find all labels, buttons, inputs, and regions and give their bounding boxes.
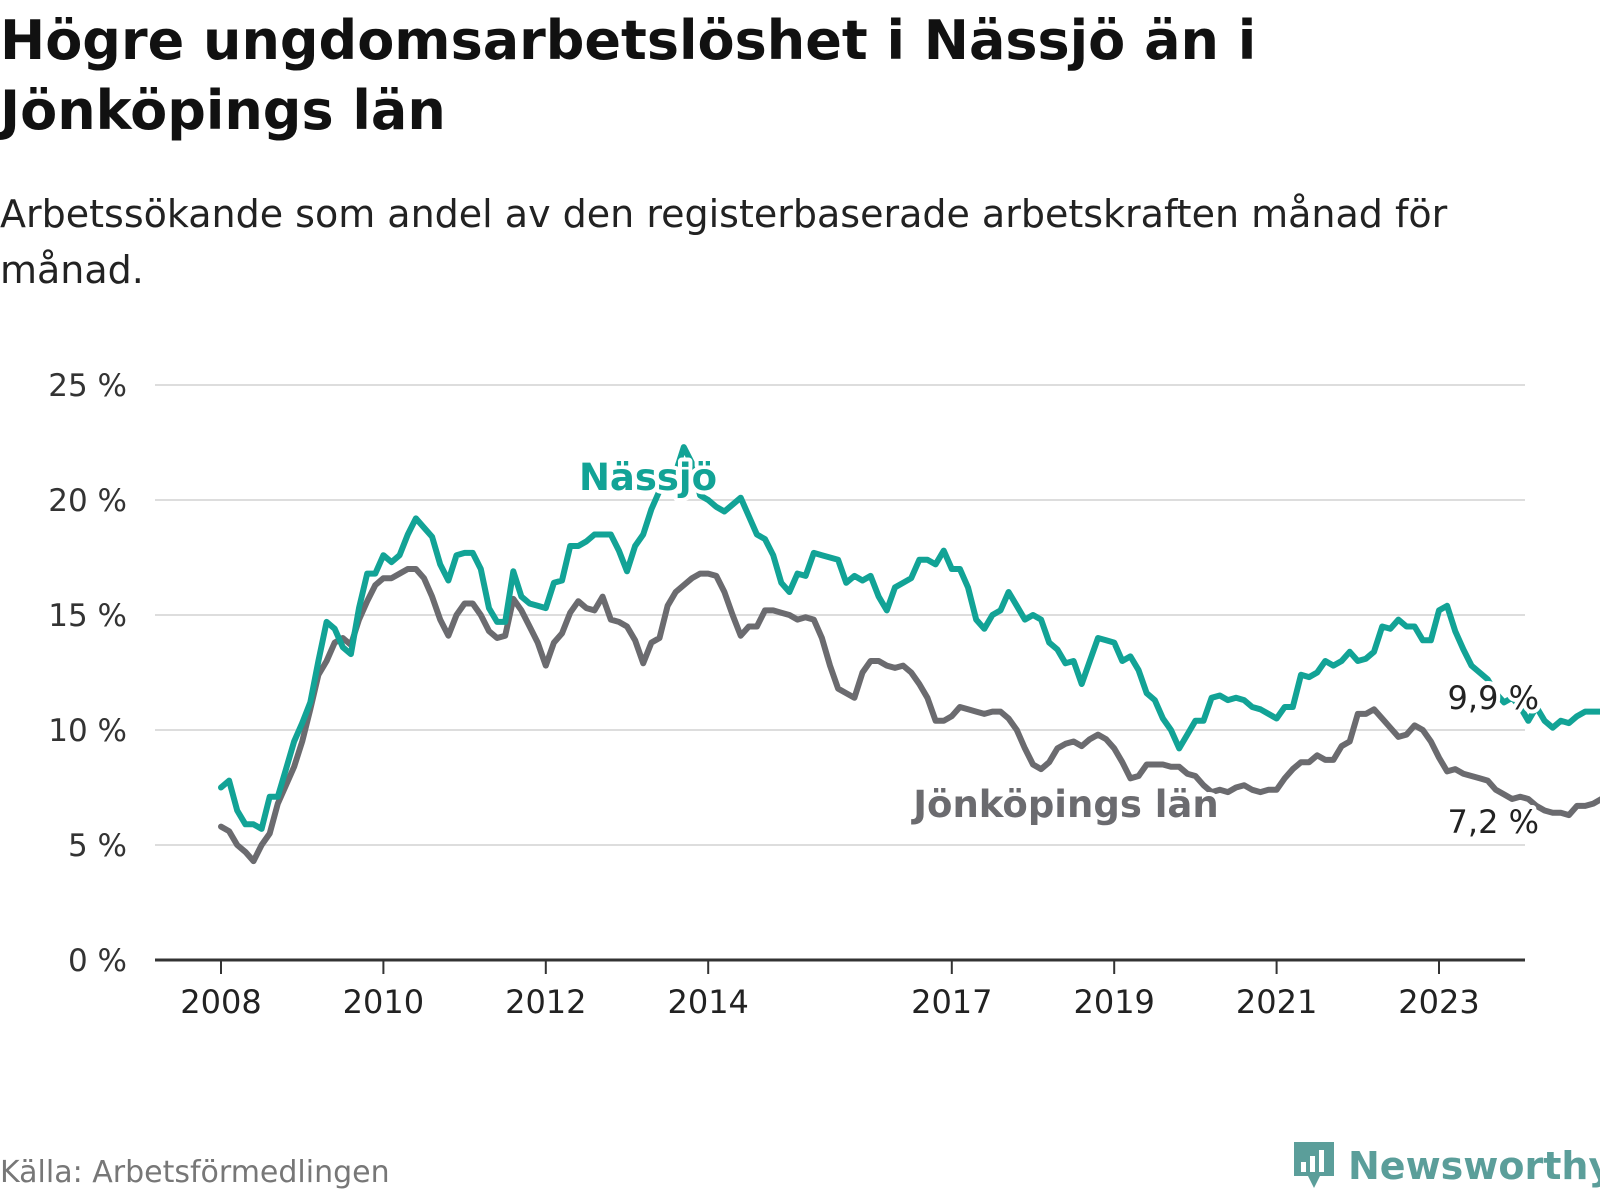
chart-subtitle: Arbetssökande som andel av den registerb… (0, 192, 1448, 292)
x-tick-label: 2021 (1236, 983, 1317, 1021)
series-label-nassjo: Nässjö (579, 456, 717, 499)
y-tick-label: 25 % (48, 368, 127, 404)
y-tick-label: 10 % (48, 713, 127, 749)
x-tick-label: 2023 (1398, 983, 1479, 1021)
x-tick-label: 2012 (505, 983, 586, 1021)
x-tick-label: 2019 (1073, 983, 1154, 1021)
x-tick-label: 2014 (667, 983, 748, 1021)
x-tick-label: 2008 (180, 983, 261, 1021)
y-tick-label: 15 % (48, 598, 127, 634)
source-note: Källa: Arbetsförmedlingen (0, 1155, 390, 1190)
series-label-jonkopings-lan: Jönköpings län (910, 783, 1218, 826)
end-label-nassjo: 9,9 % (1448, 679, 1539, 717)
series-line-nassjo (218, 444, 1600, 832)
y-tick-label: 0 % (68, 943, 127, 979)
newsworthy-logo-icon (1294, 1142, 1334, 1188)
series-line-jonkopings-lan (218, 566, 1600, 865)
x-tick-label: 2017 (911, 983, 992, 1021)
end-label-jonkopings-lan: 7,2 % (1448, 803, 1539, 841)
x-tick-label: 2010 (343, 983, 424, 1021)
chart-title: Högre ungdomsarbetslöshet i Nässjö än i … (0, 9, 1257, 142)
y-tick-label: 20 % (48, 483, 127, 519)
y-tick-label: 5 % (68, 828, 127, 864)
brand-name: Newsworthy (1348, 1144, 1600, 1188)
brand-logo: Newsworthy (1290, 1140, 1600, 1192)
